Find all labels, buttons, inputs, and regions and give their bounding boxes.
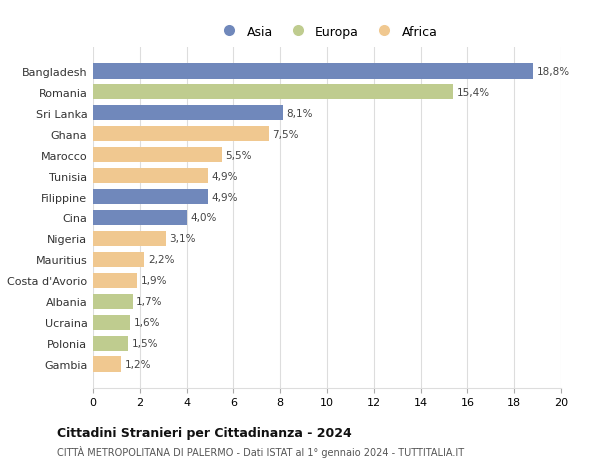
Text: 2,2%: 2,2% [148,255,175,265]
Legend: Asia, Europa, Africa: Asia, Europa, Africa [212,21,443,44]
Text: 4,9%: 4,9% [211,171,238,181]
Bar [93,336,128,352]
Text: 3,1%: 3,1% [169,234,196,244]
Text: 1,5%: 1,5% [131,339,158,349]
Text: 18,8%: 18,8% [536,67,569,77]
Bar [93,210,187,226]
Bar [93,84,454,100]
Text: 1,6%: 1,6% [134,318,160,328]
Text: 4,0%: 4,0% [190,213,217,223]
Bar [93,189,208,205]
Text: 1,2%: 1,2% [125,359,151,369]
Text: 7,5%: 7,5% [272,129,299,139]
Bar [93,147,222,163]
Text: 1,9%: 1,9% [141,276,167,286]
Bar [93,252,145,268]
Bar [93,273,137,289]
Text: Cittadini Stranieri per Cittadinanza - 2024: Cittadini Stranieri per Cittadinanza - 2… [57,426,352,439]
Text: CITTÀ METROPOLITANA DI PALERMO - Dati ISTAT al 1° gennaio 2024 - TUTTITALIA.IT: CITTÀ METROPOLITANA DI PALERMO - Dati IS… [57,445,464,457]
Text: 4,9%: 4,9% [211,192,238,202]
Bar [93,64,533,79]
Bar [93,315,130,330]
Text: 8,1%: 8,1% [286,108,313,118]
Bar [93,231,166,247]
Text: 15,4%: 15,4% [457,87,490,97]
Bar [93,168,208,184]
Bar [93,106,283,121]
Bar [93,294,133,310]
Text: 5,5%: 5,5% [225,150,252,160]
Bar [93,357,121,372]
Text: 1,7%: 1,7% [136,297,163,307]
Bar [93,126,269,142]
